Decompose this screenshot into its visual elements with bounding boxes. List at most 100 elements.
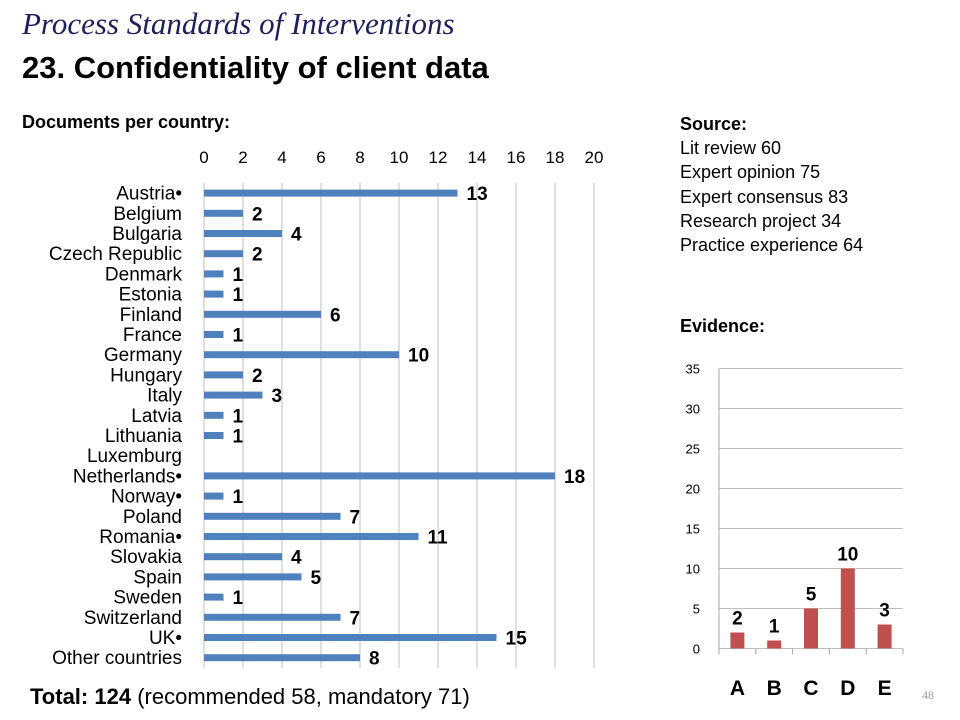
bar-data-label: 18	[564, 467, 585, 488]
country-bar	[204, 512, 341, 520]
category-label: Luxemburg	[87, 446, 182, 467]
category-label: Estonia	[119, 285, 183, 306]
bar-data-label: 1	[233, 406, 244, 427]
bar-data-label: 2	[732, 609, 743, 630]
category-label: Poland	[123, 507, 182, 528]
category-label: Romania•	[99, 527, 182, 548]
country-bar	[204, 553, 282, 561]
bar-data-label: 8	[369, 649, 380, 670]
country-bar	[204, 492, 224, 500]
evidence-bar	[730, 632, 745, 649]
source-block: Source: Lit review 60 Expert opinion 75 …	[680, 112, 863, 257]
source-line: Research project 34	[680, 210, 842, 231]
country-bar	[204, 270, 224, 278]
y-tick-label: 25	[686, 442, 700, 457]
country-bar	[204, 331, 224, 338]
category-label: B	[767, 677, 782, 700]
x-tick-label: 16	[507, 148, 526, 167]
bar-data-label: 1	[233, 326, 244, 347]
source-line: Lit review 60	[680, 138, 782, 159]
bar-data-label: 1	[769, 617, 780, 638]
country-bar	[204, 634, 497, 641]
x-tick-label: 18	[546, 148, 565, 167]
category-label: D	[840, 677, 855, 700]
country-bar	[204, 411, 224, 419]
y-tick-label: 30	[686, 402, 700, 417]
bar-data-label: 3	[879, 601, 890, 622]
category-label: Germany	[104, 345, 183, 366]
total-detail: (recommended 58, mandatory 71)	[137, 684, 470, 709]
bar-data-label: 13	[467, 184, 488, 205]
source-line: Expert opinion 75	[680, 162, 821, 183]
bar-data-label: 1	[233, 285, 244, 306]
page-number: 48	[922, 688, 934, 702]
x-tick-label: 2	[238, 148, 247, 167]
bar-data-label: 7	[350, 608, 361, 629]
country-bar	[204, 310, 321, 318]
bar-data-label: 2	[252, 366, 263, 387]
bar-data-label: 1	[233, 588, 244, 609]
category-label: Czech Republic	[49, 244, 182, 265]
bar-data-label: 11	[428, 528, 449, 549]
y-tick-label: 20	[686, 482, 700, 497]
country-bar	[204, 593, 224, 601]
y-tick-label: 10	[686, 562, 700, 577]
category-label: Denmark	[105, 264, 183, 285]
bar-data-label: 1	[233, 427, 244, 448]
x-tick-label: 8	[355, 148, 364, 167]
x-tick-label: 10	[390, 148, 409, 167]
country-bar	[204, 613, 341, 621]
x-tick-label: 12	[429, 148, 448, 167]
evidence-bar	[804, 608, 818, 649]
category-label: Latvia	[131, 406, 182, 427]
total-label: Total:	[30, 684, 89, 709]
country-bar	[204, 654, 360, 662]
evidence-bar	[767, 640, 782, 649]
category-label: Bulgaria	[112, 224, 182, 245]
country-bar	[204, 573, 302, 581]
evidence-bar	[840, 568, 855, 649]
category-label: Finland	[120, 305, 182, 326]
bar-data-label: 1	[233, 265, 244, 286]
country-bar	[204, 230, 282, 237]
country-bar	[204, 290, 224, 298]
country-bar	[204, 391, 263, 399]
page-subtitle: 23. Confidentiality of client data	[22, 50, 489, 85]
bar-data-label: 15	[506, 629, 528, 650]
documents-per-country-label: Documents per country:	[22, 112, 231, 132]
bar-data-label: 10	[408, 346, 429, 367]
bar-data-label: 4	[291, 225, 302, 246]
source-line: Practice experience 64	[680, 235, 864, 256]
bar-data-label: 5	[806, 585, 817, 606]
country-bar	[204, 371, 243, 379]
bar-data-label: 4	[291, 548, 302, 569]
x-tick-label: 20	[585, 148, 604, 167]
category-label: Spain	[133, 567, 182, 588]
x-tick-label: 4	[277, 148, 286, 167]
category-label: Sweden	[113, 588, 182, 609]
category-label: Lithuania	[105, 426, 183, 447]
bar-data-label: 6	[330, 305, 341, 326]
country-bar	[204, 432, 224, 439]
category-label: A	[730, 677, 745, 700]
bar-data-label: 3	[272, 386, 283, 407]
y-tick-label: 0	[693, 642, 700, 657]
category-label: Netherlands•	[73, 466, 182, 487]
category-label: C	[803, 677, 818, 700]
total-line: Total: 124 (recommended 58, mandatory 71…	[30, 684, 470, 710]
bar-data-label: 5	[311, 568, 322, 589]
bar-data-label: 2	[252, 245, 263, 266]
category-label: Norway•	[111, 487, 182, 508]
x-tick-label: 0	[199, 148, 208, 167]
y-tick-label: 15	[686, 522, 700, 537]
total-value: 124	[94, 684, 132, 709]
country-bar	[204, 189, 458, 197]
category-label: Austria•	[116, 184, 182, 205]
country-bar	[204, 472, 555, 480]
bar-data-label: 1	[233, 487, 244, 508]
country-bar	[204, 250, 243, 258]
page-title: Process Standards of Interventions	[22, 6, 455, 41]
country-bar	[204, 351, 399, 359]
category-label: Switzerland	[84, 608, 182, 629]
bar-data-label: 10	[837, 545, 858, 566]
